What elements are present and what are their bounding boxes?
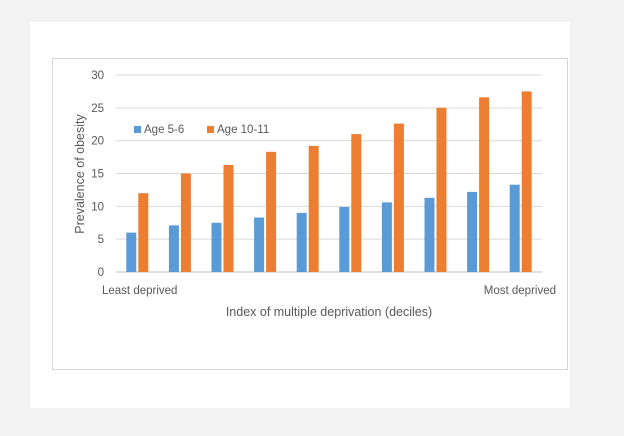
bar-age-10-11-decile-1 xyxy=(138,193,149,272)
bar-age-10-11-decile-6 xyxy=(351,134,362,272)
bar-age-5-6-decile-3 xyxy=(211,222,222,272)
bar-age-5-6-decile-1 xyxy=(126,232,137,272)
y-tick-label: 10 xyxy=(91,201,104,213)
bar-age-5-6-decile-9 xyxy=(467,191,478,272)
bar-age-10-11-decile-4 xyxy=(266,151,277,272)
bar-age-5-6-decile-4 xyxy=(254,217,265,272)
bar-age-5-6-decile-5 xyxy=(296,212,307,272)
legend-label-age-5-6: Age 5-6 xyxy=(144,124,184,136)
y-tick-label: 30 xyxy=(91,70,104,82)
bar-age-10-11-decile-8 xyxy=(436,107,447,272)
y-tick-label: 20 xyxy=(91,136,104,148)
bar-age-10-11-decile-9 xyxy=(479,97,490,273)
legend: Age 5-6 Age 10-11 xyxy=(134,124,269,136)
bar-age-5-6-decile-10 xyxy=(509,184,520,272)
x-axis-right-end-label: Most deprived xyxy=(484,285,556,297)
bars xyxy=(126,91,532,273)
bar-age-10-11-decile-10 xyxy=(521,91,532,273)
y-tick-label: 5 xyxy=(98,234,104,246)
bar-age-10-11-decile-2 xyxy=(180,173,191,272)
bar-age-5-6-decile-7 xyxy=(381,202,392,272)
x-axis-label: Index of multiple deprivation (deciles) xyxy=(226,305,432,319)
bar-age-10-11-decile-3 xyxy=(223,164,234,272)
legend-swatch-age-5-6 xyxy=(134,126,141,133)
bar-age-5-6-decile-6 xyxy=(339,206,350,272)
x-axis-left-end-label: Least deprived xyxy=(102,285,177,297)
y-tick-labels: 0 5 10 15 20 25 30 xyxy=(91,70,104,279)
bar-age-5-6-decile-2 xyxy=(168,225,179,272)
y-tick-label: 15 xyxy=(91,169,104,181)
y-tick-label: 0 xyxy=(98,267,104,279)
legend-label-age-10-11: Age 10-11 xyxy=(217,124,269,136)
bar-age-10-11-decile-7 xyxy=(393,123,404,273)
y-tick-label: 25 xyxy=(91,103,104,115)
y-axis-label: Prevalence of obesity xyxy=(73,113,87,233)
bar-age-10-11-decile-5 xyxy=(308,145,319,272)
gridlines xyxy=(116,74,542,273)
legend-swatch-age-10-11 xyxy=(207,126,214,133)
bar-age-5-6-decile-8 xyxy=(424,197,435,272)
